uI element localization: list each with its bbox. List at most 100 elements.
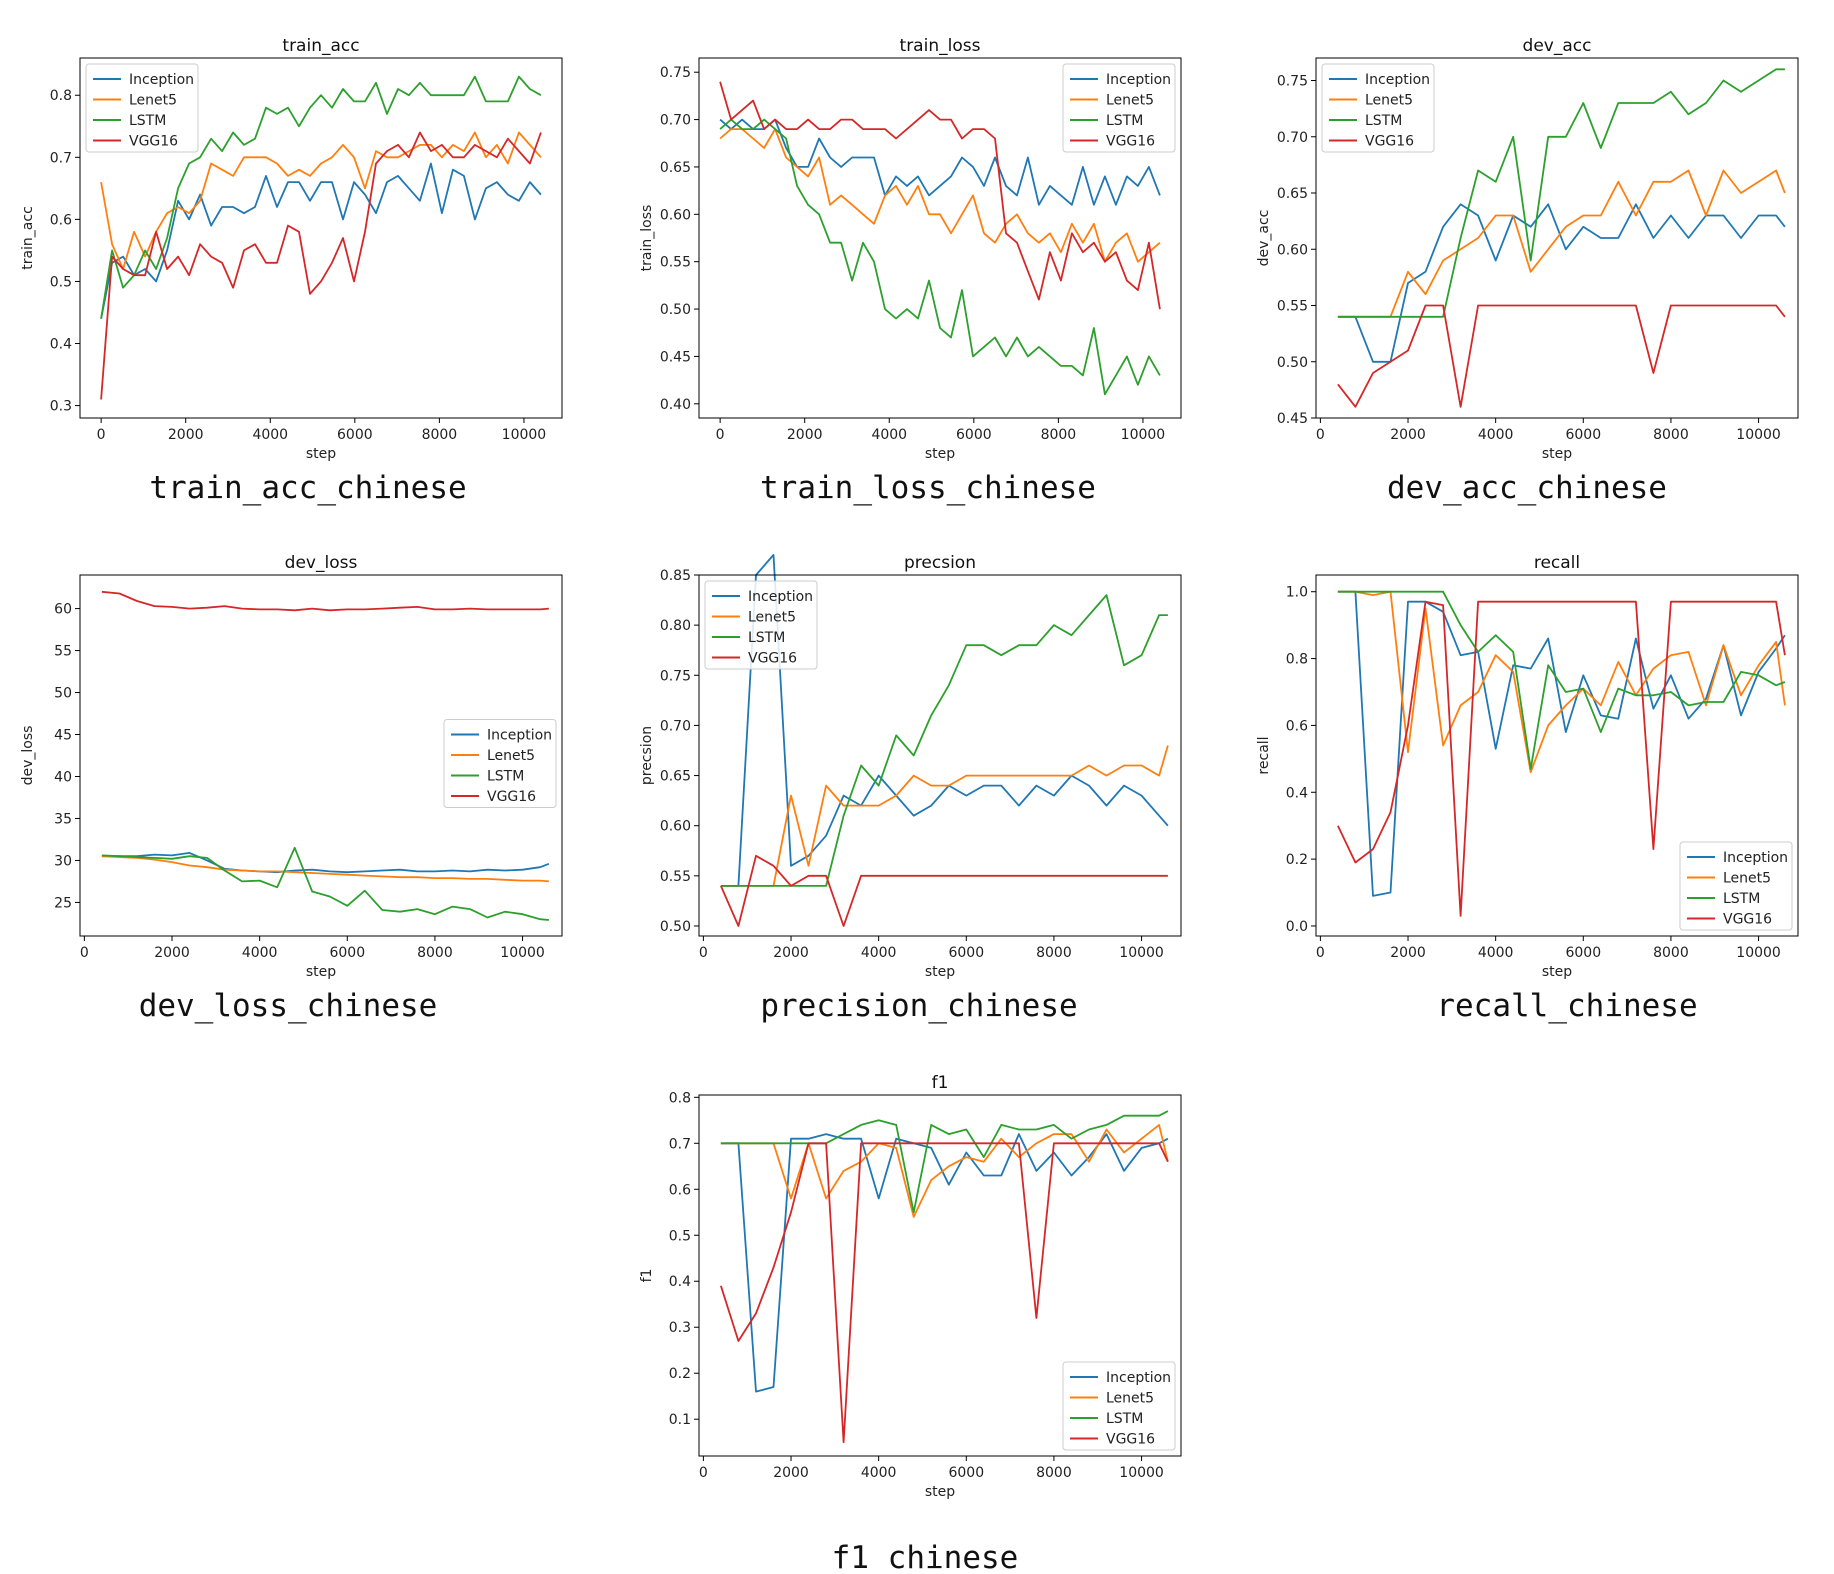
legend-box [443,719,557,808]
y-tick-label: 0.6 [1286,718,1308,734]
y-tick-label: 0.4 [50,337,72,353]
legend-label-lenet5: Lenet5 [1365,93,1413,109]
y-tick-label: 0.85 [660,568,691,584]
legend: Inception Lenet5 LSTM VGG16 [704,580,818,670]
figure-caption: train_acc_chinese [149,470,466,506]
y-axis-label: precsion [639,726,655,785]
x-tick-label: 4000 [861,1465,897,1481]
y-tick-label: 0.55 [660,869,691,885]
legend: Inception Lenet5 LSTM VGG16 [1679,841,1793,931]
series-line-lstm [720,1110,1169,1214]
x-axis-label: step [925,1484,955,1500]
y-tick-label: 35 [54,811,72,827]
legend-label-lstm: LSTM [1723,891,1760,907]
legend: Inception Lenet5 LSTM VGG16 [443,719,557,808]
x-tick-label: 10000 [500,945,545,961]
x-tick-label: 2000 [1390,945,1426,961]
panel-train-loss: 0 2000 4000 6000 8000 10000 0.40 0.45 0.50 0.55 0.… [639,36,1182,506]
legend: Inception Lenet5 LSTM VGG16 [1321,63,1435,153]
y-tick-label: 0.75 [660,668,691,684]
x-tick-label: 4000 [861,945,897,961]
plot-frame [698,57,1182,419]
x-tick-label: 6000 [329,945,365,961]
x-tick-label: 0 [1316,945,1325,961]
series-line-lenet5 [720,1124,1169,1218]
series-line-inception [719,118,1161,206]
y-tick-label: 0.65 [660,160,691,176]
legend-label-inception: Inception [1723,850,1788,866]
y-tick-label: 0.60 [660,207,691,223]
plot-frame [79,57,563,419]
x-tick-label: 0 [80,945,89,961]
x-tick-label: 4000 [1478,427,1514,443]
x-tick-label: 6000 [956,427,992,443]
y-tick-label: 0.50 [1277,355,1308,371]
legend-label-vgg16: VGG16 [487,789,536,805]
y-tick-label: 0.65 [1277,186,1308,202]
legend-label-vgg16: VGG16 [129,134,178,150]
y-tick-label: 0.80 [660,618,691,634]
x-tick-label: 4000 [242,945,278,961]
y-axis-label: f1 [639,1269,655,1283]
plot-frame [1315,57,1799,419]
series-line-lstm [1337,68,1785,318]
figure-caption: recall_chinese [1436,988,1697,1024]
series-line-vgg16 [100,131,542,400]
series-line-lstm [101,846,549,921]
x-axis-label: step [1542,964,1572,980]
x-tick-label: 0 [699,1465,708,1481]
y-tick-label: 0.70 [660,718,691,734]
y-tick-label: 0.2 [1286,852,1308,868]
x-tick-label: 6000 [337,427,373,443]
x-tick-label: 2000 [773,945,809,961]
x-axis-label: step [1542,446,1572,462]
x-tick-label: 0 [1316,427,1325,443]
chart-title: recall [1534,553,1580,573]
y-axis-label: recall [1256,736,1272,774]
y-tick-label: 55 [54,644,72,660]
series-line-vgg16 [720,854,1168,927]
legend-label-lenet5: Lenet5 [748,610,796,626]
y-tick-label: 0.60 [1277,242,1308,258]
x-axis-label: step [306,446,336,462]
y-tick-label: 0.75 [660,65,691,81]
chart-title: dev_acc [1523,36,1592,56]
legend-box [1062,1361,1176,1451]
y-tick-label: 0.2 [669,1366,691,1382]
legend-label-lenet5: Lenet5 [487,748,535,764]
x-tick-label: 2000 [1390,427,1426,443]
series-line-inception [1337,203,1786,363]
plot-frame [1315,574,1799,937]
x-tick-label: 6000 [948,1465,984,1481]
figure-caption: precision_chinese [760,988,1077,1024]
y-tick-label: 0.1 [669,1412,691,1428]
legend-label-lstm: LSTM [748,630,785,646]
series-line-lenet5 [101,855,549,883]
legend-label-vgg16: VGG16 [1106,134,1155,150]
legend: Inception Lenet5 LSTM VGG16 [1062,1361,1176,1451]
y-tick-label: 0.5 [669,1228,691,1244]
x-tick-label: 2000 [168,427,204,443]
y-axis-label: train_acc [20,206,36,270]
chart-title: f1 [932,1073,949,1093]
series-line-lstm [719,118,1161,396]
x-tick-label: 2000 [773,1465,809,1481]
panel-dev-loss: 0 2000 4000 6000 8000 10000 25 30 35 40 45 50 55 60 de… [20,553,563,1024]
panel-train-acc: 0 2000 4000 6000 8000 10000 0.3 0.4 0.5 0.6 0.7 0.8… [20,36,563,506]
figure-caption: train_loss_chinese [760,470,1096,506]
y-tick-label: 0.50 [660,302,691,318]
legend-box [1679,841,1793,931]
y-tick-label: 0.65 [660,769,691,785]
panel-recall: 0 2000 4000 6000 8000 10000 0.0 0.2 0.4 0.6 0.8 1.0… [1256,553,1799,1024]
x-tick-label: 6000 [948,945,984,961]
x-tick-label: 10000 [502,427,547,443]
x-tick-label: 2000 [154,945,190,961]
y-tick-label: 0.50 [660,919,691,935]
series-line-vgg16 [1337,304,1786,408]
y-tick-label: 30 [54,853,72,869]
y-tick-label: 45 [54,728,72,744]
x-tick-label: 10000 [1121,427,1166,443]
x-tick-label: 8000 [1041,427,1077,443]
plot-frame [79,574,563,937]
series-line-lenet5 [719,128,1161,263]
